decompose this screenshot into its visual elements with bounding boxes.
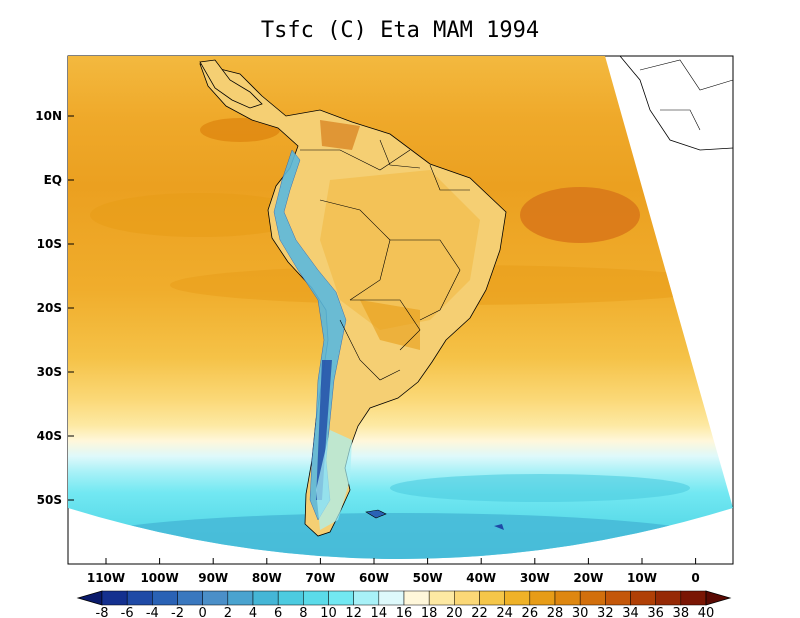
colorbar: [76, 590, 732, 606]
colorbar-level-label: 20: [446, 606, 463, 618]
colorbar-swatch: [428, 590, 455, 606]
colorbar-swatch: [554, 590, 581, 606]
lat-tick-label: 20S: [37, 301, 62, 315]
colorbar-swatch: [328, 590, 354, 606]
lon-tick-label: 110W: [87, 571, 125, 585]
colorbar-level-label: 34: [622, 606, 639, 618]
central-america: [199, 59, 263, 109]
country-borders: [300, 139, 470, 381]
colorbar-swatch: [655, 590, 682, 606]
colorbar-swatch: [101, 590, 128, 606]
colorbar-level-label: 4: [249, 606, 257, 618]
colorbar-level-label: 28: [547, 606, 564, 618]
lon-tick-label: 10W: [627, 571, 657, 585]
south-georgia: [494, 524, 504, 530]
lat-tick-label: 10N: [35, 109, 62, 123]
colorbar-level-label: 26: [522, 606, 539, 618]
colorbar-level-label: 22: [471, 606, 488, 618]
colorbar-level-label: 10: [320, 606, 337, 618]
colorbar-swatch: [605, 590, 631, 606]
colorbar-swatch: [454, 590, 480, 606]
colorbar-level-label: 30: [572, 606, 589, 618]
colorbar-level-label: -6: [121, 606, 134, 618]
colorbar-level-label: 12: [345, 606, 362, 618]
colorbar-swatch: [252, 590, 279, 606]
colorbar-level-label: 16: [396, 606, 413, 618]
colorbar-swatch: [479, 590, 505, 606]
lat-tick-label: 30S: [37, 365, 62, 379]
lon-tick-label: 0: [691, 571, 699, 585]
colorbar-level-label: 24: [496, 606, 513, 618]
colorbar-swatch: [529, 590, 556, 606]
colorbar-swatch: [202, 590, 229, 606]
lon-tick-label: 80W: [252, 571, 282, 585]
lon-tick-label: 40W: [466, 571, 496, 585]
lat-tick-label: 50S: [37, 493, 62, 507]
colorbar-level-label: -4: [146, 606, 159, 618]
lon-tick-label: 60W: [359, 571, 389, 585]
colorbar-swatch: [126, 590, 153, 606]
colorbar-swatch: [680, 590, 707, 606]
colorbar-level-label: 40: [698, 606, 715, 618]
colorbar-level-label: -8: [96, 606, 109, 618]
colorbar-level-label: 38: [673, 606, 690, 618]
colorbar-swatch: [353, 590, 380, 606]
lon-tick-label: 70W: [305, 571, 335, 585]
colorbar-swatch: [303, 590, 329, 606]
colorbar-level-label: 0: [199, 606, 207, 618]
colorbar-labels: -8 -6 -4 -2 0 2 4 6 8 10 12 14 16 18 20 22 24 26 28 30 32 34 3…: [96, 606, 715, 618]
colorbar-swatch: [403, 590, 430, 606]
colorbar-level-label: 18: [421, 606, 438, 618]
colorbar-swatch: [277, 590, 304, 606]
lon-tick-label: 100W: [140, 571, 178, 585]
colorbar-swatch: [378, 590, 405, 606]
map-title: Tsfc (C) Eta MAM 1994: [260, 18, 540, 43]
longitude-axis: 110W 100W 90W 80W 70W 60W 50W 40W 30W 20W 10W 0: [87, 558, 700, 585]
colorbar-swatch: [630, 590, 656, 606]
colorbar-level-label: 2: [224, 606, 232, 618]
colorbar-level-label: 8: [299, 606, 307, 618]
lon-tick-label: 90W: [198, 571, 228, 585]
colorbar-swatch: [579, 590, 606, 606]
colorbar-level-label: 36: [647, 606, 664, 618]
colorbar-arrow-high: [705, 590, 732, 606]
lon-tick-label: 30W: [520, 571, 550, 585]
lat-tick-label: 10S: [37, 237, 62, 251]
latitude-axis: 10N EQ 10S 20S 30S 40S 50S: [35, 109, 74, 507]
lat-tick-label: 40S: [37, 429, 62, 443]
colorbar-level-label: 32: [597, 606, 614, 618]
colorbar-swatch: [152, 590, 178, 606]
lon-tick-label: 20W: [573, 571, 603, 585]
colorbar-swatch: [177, 590, 203, 606]
colorbar-swatch: [504, 590, 531, 606]
lon-tick-label: 50W: [413, 571, 443, 585]
colorbar-level-label: -2: [171, 606, 184, 618]
colorbar-arrow-low: [76, 590, 103, 606]
colorbar-level-label: 6: [274, 606, 282, 618]
africa-borders: [639, 59, 734, 131]
lat-tick-label: EQ: [44, 173, 62, 187]
falkland-islands: [365, 509, 387, 519]
africa-coast: [619, 55, 734, 151]
colorbar-swatch: [227, 590, 254, 606]
colorbar-level-label: 14: [371, 606, 388, 618]
